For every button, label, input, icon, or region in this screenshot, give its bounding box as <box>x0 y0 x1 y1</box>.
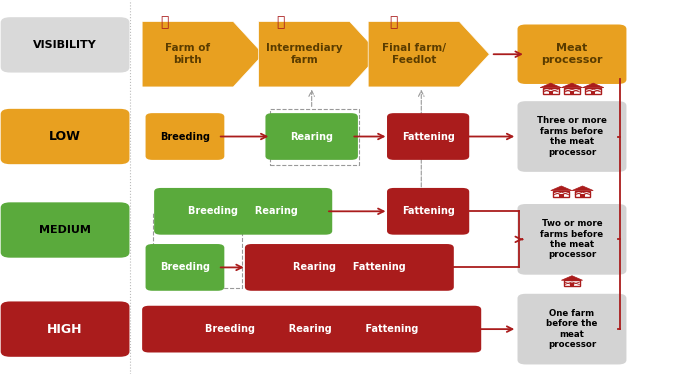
Text: LOW: LOW <box>49 130 81 143</box>
Polygon shape <box>369 21 489 87</box>
FancyBboxPatch shape <box>580 194 585 197</box>
Text: Fattening: Fattening <box>401 206 455 216</box>
Polygon shape <box>540 83 561 88</box>
Text: Breeding          Rearing          Fattening: Breeding Rearing Fattening <box>205 324 419 334</box>
Text: Meat
processor: Meat processor <box>541 43 603 65</box>
Text: 🐄: 🐄 <box>390 15 398 30</box>
FancyBboxPatch shape <box>146 113 225 160</box>
Text: 🐄: 🐄 <box>277 15 285 30</box>
Text: Final farm/
Feedlot: Final farm/ Feedlot <box>382 43 446 65</box>
FancyBboxPatch shape <box>543 88 558 94</box>
FancyBboxPatch shape <box>559 194 564 197</box>
FancyBboxPatch shape <box>553 190 569 197</box>
FancyBboxPatch shape <box>1 301 129 357</box>
FancyBboxPatch shape <box>1 109 129 164</box>
Polygon shape <box>583 83 604 88</box>
FancyBboxPatch shape <box>517 294 626 364</box>
Polygon shape <box>562 276 582 280</box>
Text: One farm
before the
meat
processor: One farm before the meat processor <box>547 309 597 349</box>
Text: Breeding: Breeding <box>160 132 210 141</box>
FancyBboxPatch shape <box>549 91 553 94</box>
FancyBboxPatch shape <box>142 306 481 352</box>
Text: MEDIUM: MEDIUM <box>39 225 91 235</box>
Polygon shape <box>258 21 379 87</box>
FancyBboxPatch shape <box>265 113 358 160</box>
FancyBboxPatch shape <box>517 204 626 275</box>
FancyBboxPatch shape <box>245 244 454 291</box>
Text: 🐄: 🐄 <box>160 15 169 30</box>
Text: Breeding     Rearing: Breeding Rearing <box>188 206 298 216</box>
FancyBboxPatch shape <box>517 25 626 84</box>
Text: HIGH: HIGH <box>47 323 83 335</box>
Text: VISIBILITY: VISIBILITY <box>33 40 97 50</box>
FancyBboxPatch shape <box>575 190 590 197</box>
Text: Rearing: Rearing <box>290 132 333 141</box>
FancyBboxPatch shape <box>154 188 332 235</box>
Text: Two or more
farms before
the meat
processor: Two or more farms before the meat proces… <box>540 219 603 260</box>
FancyBboxPatch shape <box>517 101 626 172</box>
Polygon shape <box>551 186 572 190</box>
FancyBboxPatch shape <box>387 188 469 235</box>
Text: Rearing     Fattening: Rearing Fattening <box>293 263 406 272</box>
FancyBboxPatch shape <box>1 17 129 73</box>
FancyBboxPatch shape <box>564 88 580 94</box>
Text: Farm of
birth: Farm of birth <box>165 43 210 65</box>
Text: Intermediary
farm: Intermediary farm <box>266 43 342 65</box>
Text: Fattening: Fattening <box>401 132 455 141</box>
Text: Three or more
farms before
the meat
processor: Three or more farms before the meat proc… <box>537 116 607 157</box>
FancyBboxPatch shape <box>146 244 225 291</box>
FancyBboxPatch shape <box>570 91 574 94</box>
FancyBboxPatch shape <box>1 202 129 258</box>
FancyBboxPatch shape <box>570 283 574 286</box>
Text: Breeding: Breeding <box>160 263 210 272</box>
Polygon shape <box>572 186 593 190</box>
FancyBboxPatch shape <box>564 280 580 286</box>
Polygon shape <box>142 21 263 87</box>
Polygon shape <box>562 83 582 88</box>
FancyBboxPatch shape <box>586 88 601 94</box>
FancyBboxPatch shape <box>387 113 469 160</box>
FancyBboxPatch shape <box>591 91 595 94</box>
